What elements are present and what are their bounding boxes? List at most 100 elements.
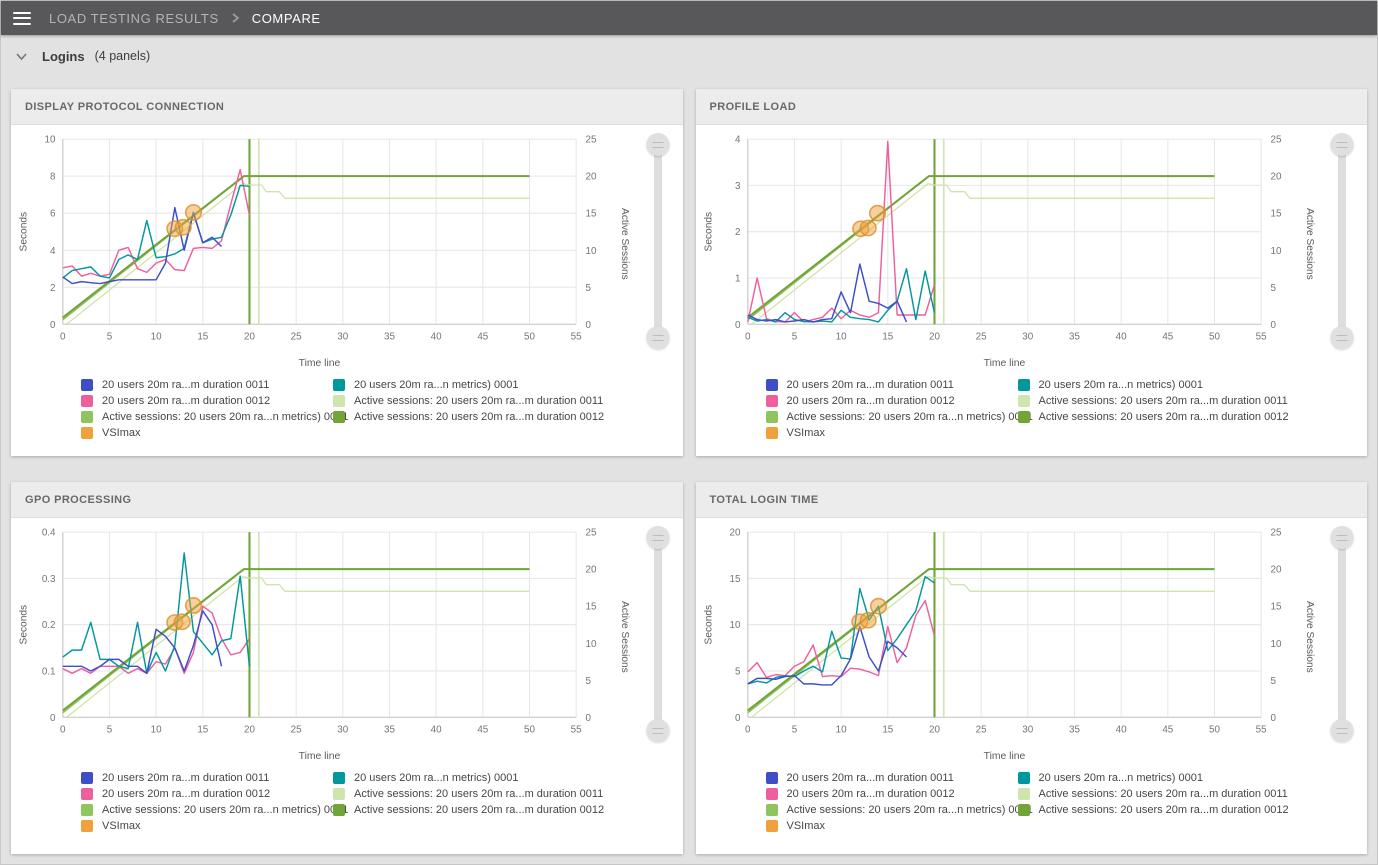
legend-label: 20 users 20m ra...m duration 0011 <box>786 379 954 391</box>
svg-text:45: 45 <box>1162 725 1174 736</box>
svg-text:5: 5 <box>586 676 592 687</box>
legend-label: 20 users 20m ra...m duration 0012 <box>102 395 271 407</box>
svg-text:20: 20 <box>1270 565 1282 576</box>
slider-track[interactable] <box>653 536 662 732</box>
slider-track[interactable] <box>653 143 662 339</box>
slider-handle-top[interactable] <box>646 133 669 156</box>
svg-text:20: 20 <box>729 528 741 539</box>
legend-swatch-icon <box>1017 772 1030 784</box>
svg-text:0.3: 0.3 <box>42 574 56 585</box>
slider-handle-bottom[interactable] <box>1330 326 1354 349</box>
legend-item[interactable]: 20 users 20m ra...m duration 0012 <box>765 786 1018 802</box>
slider-handle-bottom[interactable] <box>1330 719 1354 742</box>
slider-handle-top[interactable] <box>1330 526 1354 549</box>
legend-item[interactable]: 20 users 20m ra...n metrics) 0001 <box>1017 770 1289 786</box>
legend-label: Active sessions: 20 users 20m ra...m dur… <box>354 788 604 800</box>
slider-track[interactable] <box>1338 536 1346 732</box>
legend-item[interactable]: Active sessions: 20 users 20m ra...n met… <box>765 802 1033 818</box>
svg-text:25: 25 <box>1270 528 1282 539</box>
legend-label: VSImax <box>786 427 826 439</box>
legend-swatch-icon <box>765 772 778 784</box>
svg-text:Time line: Time line <box>983 358 1025 369</box>
legend-swatch-icon <box>765 395 778 407</box>
legend-item[interactable]: Active sessions: 20 users 20m ra...n met… <box>765 409 1033 425</box>
svg-text:55: 55 <box>1255 725 1267 736</box>
svg-text:20: 20 <box>586 565 598 576</box>
legend-label: Active sessions: 20 users 20m ra...m dur… <box>354 804 605 816</box>
slider-handle-top[interactable] <box>646 526 669 549</box>
panel-grid: DISPLAY PROTOCOL CONNECTION 0 5 10 15 20 25 30… <box>1 77 1377 854</box>
svg-text:30: 30 <box>1022 725 1034 736</box>
chart-profile-load[interactable]: 0 5 10 15 20 25 30 35 40 45 50 55 0 1 2 3 4 0 5 10 15 20 25 Tim… <box>700 131 1324 369</box>
legend-label: Active sessions: 20 users 20m ra...n met… <box>102 804 349 816</box>
svg-text:50: 50 <box>524 725 536 736</box>
slider-track[interactable] <box>1338 143 1346 339</box>
legend-item[interactable]: 20 users 20m ra...n metrics) 0001 <box>1017 377 1289 393</box>
legend-item[interactable]: Active sessions: 20 users 20m ra...m dur… <box>333 393 604 409</box>
legend-item[interactable]: Active sessions: 20 users 20m ra...n met… <box>81 409 348 425</box>
svg-text:15: 15 <box>197 725 209 736</box>
svg-text:0: 0 <box>745 332 751 343</box>
legend-swatch-icon <box>81 772 93 784</box>
legend-item[interactable]: 20 users 20m ra...n metrics) 0001 <box>333 770 604 786</box>
svg-text:5: 5 <box>791 332 797 343</box>
legend-item[interactable]: Active sessions: 20 users 20m ra...m dur… <box>1017 409 1289 425</box>
svg-text:4: 4 <box>50 246 56 257</box>
legend-swatch-icon <box>1017 395 1030 407</box>
legend-item[interactable]: Active sessions: 20 users 20m ra...m dur… <box>1017 786 1289 802</box>
legend-label: Active sessions: 20 users 20m ra...m dur… <box>1038 395 1288 407</box>
menu-icon[interactable] <box>13 11 31 25</box>
legend-item[interactable]: 20 users 20m ra...m duration 0012 <box>81 393 333 409</box>
svg-text:5: 5 <box>586 283 592 294</box>
legend-item[interactable]: Active sessions: 20 users 20m ra...m dur… <box>333 786 604 802</box>
svg-text:2: 2 <box>50 283 55 294</box>
svg-text:2: 2 <box>735 227 740 238</box>
svg-text:10: 10 <box>835 332 847 343</box>
legend-swatch-icon <box>1017 411 1030 423</box>
legend-swatch-icon <box>333 411 345 423</box>
legend-item[interactable]: 20 users 20m ra...m duration 0011 <box>765 770 1018 786</box>
legend-item[interactable]: VSImax <box>765 425 1018 441</box>
svg-text:10: 10 <box>729 620 741 631</box>
legend-label: Active sessions: 20 users 20m ra...m dur… <box>354 411 605 423</box>
svg-text:20: 20 <box>244 725 256 736</box>
legend-item[interactable]: 20 users 20m ra...m duration 0012 <box>765 393 1018 409</box>
legend-swatch-icon <box>81 804 93 816</box>
legend-item[interactable]: Active sessions: 20 users 20m ra...m dur… <box>333 802 604 818</box>
legend-item[interactable]: Active sessions: 20 users 20m ra...m dur… <box>1017 802 1289 818</box>
legend-item[interactable]: 20 users 20m ra...m duration 0011 <box>81 770 333 786</box>
section-toggle-logins[interactable]: Logins (4 panels) <box>1 35 1377 77</box>
chart-legend: 20 users 20m ra...m duration 0011 20 user… <box>696 762 1368 834</box>
slider-handle-bottom[interactable] <box>646 719 669 742</box>
chart-display-protocol-connection[interactable]: 0 5 10 15 20 25 30 35 40 45 50 55 0 2 4 6 8 10 0 5 10 15 20 25 T… <box>15 131 639 369</box>
svg-text:10: 10 <box>835 725 847 736</box>
legend-swatch-icon <box>333 379 345 391</box>
chart-gpo-processing[interactable]: 0 5 10 15 20 25 30 35 40 45 50 55 0 0.1 0.2 0.3 0.4 0 5 10 1… <box>15 524 639 762</box>
legend-item[interactable]: Active sessions: 20 users 20m ra...m dur… <box>1017 393 1289 409</box>
panel-title: PROFILE LOAD <box>709 100 797 113</box>
legend-item[interactable]: VSImax <box>81 425 333 441</box>
legend-item[interactable]: 20 users 20m ra...m duration 0011 <box>765 377 1018 393</box>
chart-total-login-time[interactable]: 0 5 10 15 20 25 30 35 40 45 50 55 0 5 10 15 20 0 5 10 15 20 25… <box>700 524 1324 762</box>
legend-item[interactable]: Active sessions: 20 users 20m ra...n met… <box>81 802 348 818</box>
legend-swatch-icon <box>765 788 778 800</box>
svg-text:45: 45 <box>1162 332 1174 343</box>
breadcrumb-root[interactable]: LOAD TESTING RESULTS <box>49 10 219 26</box>
legend-item[interactable]: 20 users 20m ra...n metrics) 0001 <box>333 377 604 393</box>
svg-text:0: 0 <box>50 713 56 724</box>
legend-item[interactable]: 20 users 20m ra...m duration 0012 <box>81 786 333 802</box>
svg-text:40: 40 <box>431 725 443 736</box>
legend-label: 20 users 20m ra...n metrics) 0001 <box>1038 772 1203 784</box>
legend-item[interactable]: Active sessions: 20 users 20m ra...m dur… <box>333 409 604 425</box>
svg-text:5: 5 <box>1270 676 1276 687</box>
svg-text:15: 15 <box>1270 602 1282 613</box>
svg-text:10: 10 <box>151 725 163 736</box>
svg-text:45: 45 <box>477 725 489 736</box>
svg-text:25: 25 <box>586 135 598 146</box>
slider-handle-top[interactable] <box>1330 133 1354 156</box>
legend-item[interactable]: 20 users 20m ra...m duration 0011 <box>81 377 333 393</box>
legend-item[interactable]: VSImax <box>765 818 1018 834</box>
legend-label: 20 users 20m ra...n metrics) 0001 <box>1038 379 1203 391</box>
legend-item[interactable]: VSImax <box>81 818 333 834</box>
slider-handle-bottom[interactable] <box>646 326 669 349</box>
